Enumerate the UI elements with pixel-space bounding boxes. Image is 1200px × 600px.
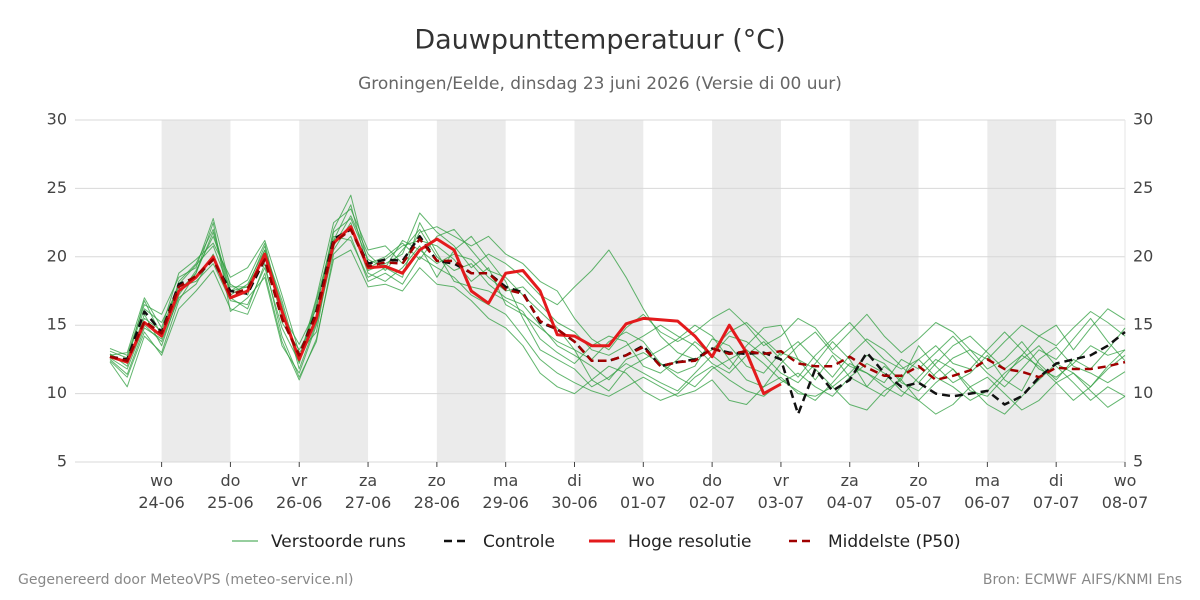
x-tick-label: zo 05-07: [895, 471, 942, 512]
y-tick-label-right: 15: [1133, 315, 1153, 334]
legend-label: Verstoorde runs: [271, 532, 406, 552]
y-tick-label-right: 30: [1133, 110, 1153, 129]
day-band: [987, 120, 1057, 462]
chart-title: Dauwpunttemperatuur (°C): [414, 25, 785, 56]
ensemble-line: [109, 222, 1126, 401]
x-tick-label: ma 29-06: [482, 471, 529, 512]
y-tick-label: 30: [47, 110, 67, 129]
x-tick-label: wo 24-06: [138, 471, 185, 512]
ensemble-line: [109, 204, 1126, 384]
footer-credit: Gegenereerd door MeteoVPS (meteo-service…: [18, 572, 353, 588]
x-tick-label: ma 06-07: [964, 471, 1011, 512]
y-tick-label: 20: [47, 246, 67, 265]
y-tick-label: 10: [47, 383, 67, 402]
day-band: [299, 120, 369, 462]
y-tick-label: 15: [47, 315, 67, 334]
x-tick-label: vr 03-07: [757, 471, 805, 512]
footer-source: Bron: ECMWF AIFS/KNMI Ens: [983, 572, 1182, 588]
y-tick-label: 5: [57, 452, 67, 471]
x-tick-label: vr 26-06: [275, 471, 323, 512]
chart-subtitle: Groningen/Eelde, dinsdag 23 juni 2026 (V…: [358, 74, 842, 94]
x-tick-label: di 07-07: [1032, 471, 1080, 512]
legend-label: Middelste (P50): [828, 532, 961, 552]
legend-label: Controle: [483, 532, 555, 552]
day-band: [849, 120, 919, 462]
x-tick-label: di 30-06: [551, 471, 598, 512]
x-tick-label: za 27-06: [344, 471, 392, 512]
x-tick-label: za 04-07: [826, 471, 873, 512]
x-tick-label: do 02-07: [688, 471, 736, 512]
day-band: [712, 120, 781, 462]
x-tick-label: wo 01-07: [620, 471, 667, 512]
y-tick-label-right: 20: [1133, 246, 1153, 265]
x-tick-label: do 25-06: [207, 471, 254, 512]
ensemble-line: [109, 235, 1126, 415]
series-line: [109, 228, 1126, 382]
x-tick-label: zo 28-06: [413, 471, 461, 512]
y-tick-label-right: 25: [1133, 178, 1153, 197]
y-tick-label-right: 5: [1133, 452, 1143, 471]
y-tick-label-right: 10: [1133, 383, 1153, 402]
day-band: [574, 120, 644, 462]
legend-label: Hoge resolutie: [628, 532, 752, 552]
y-tick-label: 25: [47, 178, 67, 197]
x-tick-label: wo 08-07: [1101, 471, 1149, 512]
